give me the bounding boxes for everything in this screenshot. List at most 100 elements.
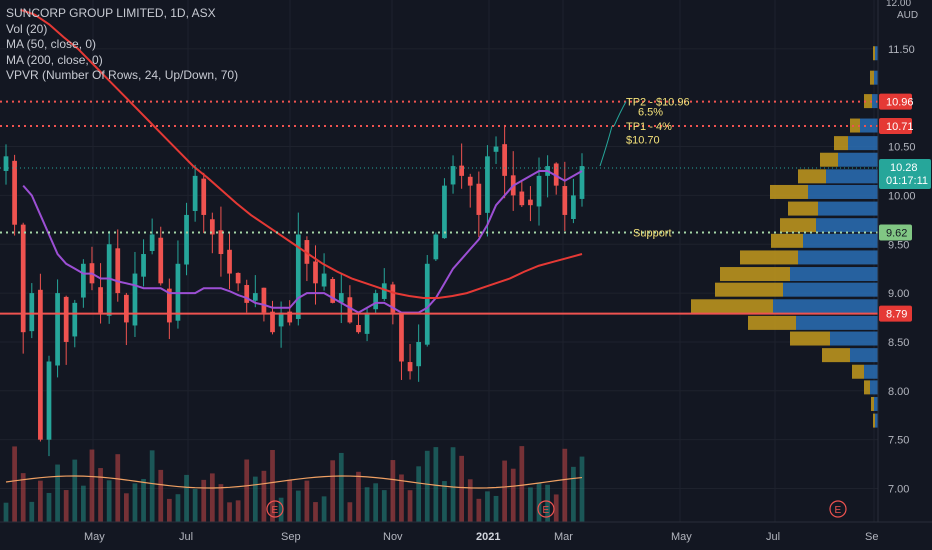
vp-up-12 xyxy=(790,267,878,282)
vp-up-15 xyxy=(796,315,878,330)
vp-down-9 xyxy=(780,218,816,233)
price-axis[interactable]: 7.00 7.50 8.00 8.50 9.00 9.50 10.00 10.50 11.50 1… xyxy=(877,0,931,522)
volume-bar-1 xyxy=(12,446,17,522)
candle-body-37 xyxy=(321,273,327,287)
vp-up-0 xyxy=(875,46,878,61)
time-tick-1: Jul xyxy=(179,531,193,543)
time-tick-5: Mar xyxy=(554,531,573,543)
candle-body-64 xyxy=(553,163,559,186)
volume-bar-45 xyxy=(390,460,396,522)
candle-body-24 xyxy=(209,219,215,235)
price-tick-4: 9.00 xyxy=(888,288,909,300)
volume-bar-19 xyxy=(166,498,172,522)
candle-body-28 xyxy=(244,285,250,303)
candle-body-15 xyxy=(132,273,138,326)
ma50-line xyxy=(22,169,583,314)
volume-bar-10 xyxy=(89,449,95,522)
volume-bar-53 xyxy=(459,455,465,522)
volume-bar-5 xyxy=(46,492,52,522)
price-tick-7: 10.50 xyxy=(888,142,916,154)
vp-down-0 xyxy=(873,46,875,61)
current-price-countdown: 01:17:11 xyxy=(886,175,928,187)
vp-up-9 xyxy=(816,218,878,233)
indicator-ma50[interactable]: MA (50, close, 0) xyxy=(6,37,97,51)
annotation-3: $10.70 xyxy=(626,135,660,147)
volume-bar-11 xyxy=(98,468,103,522)
candle-body-44 xyxy=(381,283,387,299)
volume-bar-7 xyxy=(63,490,69,522)
time-tick-3: Nov xyxy=(383,531,403,543)
candle-body-56 xyxy=(485,156,490,213)
vp-down-5 xyxy=(820,152,838,167)
candle-body-7 xyxy=(63,296,69,342)
volume-bar-25 xyxy=(218,484,224,522)
candle-body-31 xyxy=(270,311,275,333)
volume-bar-22 xyxy=(192,488,198,522)
volume-bar-16 xyxy=(141,478,146,522)
candle-body-66 xyxy=(571,195,576,219)
volume-bar-29 xyxy=(252,476,258,522)
tp-arrow-1 xyxy=(599,125,613,167)
candle-body-52 xyxy=(450,166,456,185)
vp-up-21 xyxy=(875,413,878,428)
volume-bar-66 xyxy=(571,466,576,522)
candle-body-43 xyxy=(373,293,379,310)
tp-arrow-2 xyxy=(613,101,627,127)
symbol-title[interactable]: SUNCORP GROUP LIMITED, 1D, ASX xyxy=(6,6,216,20)
volume-bar-61 xyxy=(528,487,533,522)
level-tag-1 xyxy=(879,118,912,135)
volume-bar-41 xyxy=(356,471,361,522)
volume-bar-26 xyxy=(227,502,232,522)
candle-body-50 xyxy=(433,234,439,260)
candle-body-22 xyxy=(192,175,198,211)
vp-up-19 xyxy=(870,380,878,395)
candle-body-16 xyxy=(141,254,146,277)
time-tick-0: May xyxy=(84,531,105,543)
earnings-marker-label-2: E xyxy=(835,505,842,516)
vp-down-4 xyxy=(834,136,848,151)
indicator-ma200[interactable]: MA (200, close, 0) xyxy=(6,52,103,67)
candle-body-51 xyxy=(442,185,447,239)
vp-up-1 xyxy=(874,70,878,85)
earnings-marker-2 xyxy=(829,500,847,518)
volume-bar-34 xyxy=(295,490,301,522)
volume-bar-0 xyxy=(3,502,9,522)
annotations: TP2 - $10.966.5% TP1 - 4% $10.70 Support E E E xyxy=(266,97,847,518)
candle-body-29 xyxy=(252,293,258,301)
level-tag-text-1: 10.71 xyxy=(886,121,914,133)
level-tag-text-3: 8.79 xyxy=(886,309,907,321)
volume-bar-23 xyxy=(201,479,207,522)
volume-bar-21 xyxy=(184,474,189,522)
candle-body-41 xyxy=(356,324,361,333)
volume-bar-20 xyxy=(175,494,181,522)
vp-down-17 xyxy=(822,348,850,363)
price-tick-8: 11.50 xyxy=(888,44,915,56)
volume-bar-33 xyxy=(287,479,293,522)
volume-bar-51 xyxy=(442,481,447,522)
candle-body-65 xyxy=(562,186,568,215)
candle-body-4 xyxy=(38,289,43,440)
candle-body-62 xyxy=(536,175,542,207)
candle-body-14 xyxy=(123,294,129,323)
indicator-volume[interactable]: Vol (20) xyxy=(6,21,48,36)
price-levels xyxy=(0,100,878,315)
candle-body-26 xyxy=(227,249,232,274)
vp-up-10 xyxy=(803,233,878,248)
current-price-value: 10.28 xyxy=(890,162,918,174)
indicator-vpvr[interactable]: VPVR (Number Of Rows, 24, Up/Down, 70) xyxy=(6,68,239,82)
volume-bar-62 xyxy=(536,482,542,522)
candle-body-61 xyxy=(528,199,533,206)
current-price-tag xyxy=(879,159,931,190)
volume-bar-18 xyxy=(158,469,164,522)
vp-down-21 xyxy=(873,413,875,428)
time-tick-2: Sep xyxy=(281,531,301,543)
volume-average-line xyxy=(5,475,583,489)
vp-down-14 xyxy=(691,299,773,314)
volume-bar-14 xyxy=(123,493,129,522)
time-axis[interactable]: May Jul Sep Nov 2021 Mar May Jul Se xyxy=(0,521,932,543)
price-tick-2: 8.00 xyxy=(888,386,909,398)
candle-body-9 xyxy=(81,263,86,298)
candle-body-21 xyxy=(184,214,189,265)
vp-up-11 xyxy=(798,250,878,265)
